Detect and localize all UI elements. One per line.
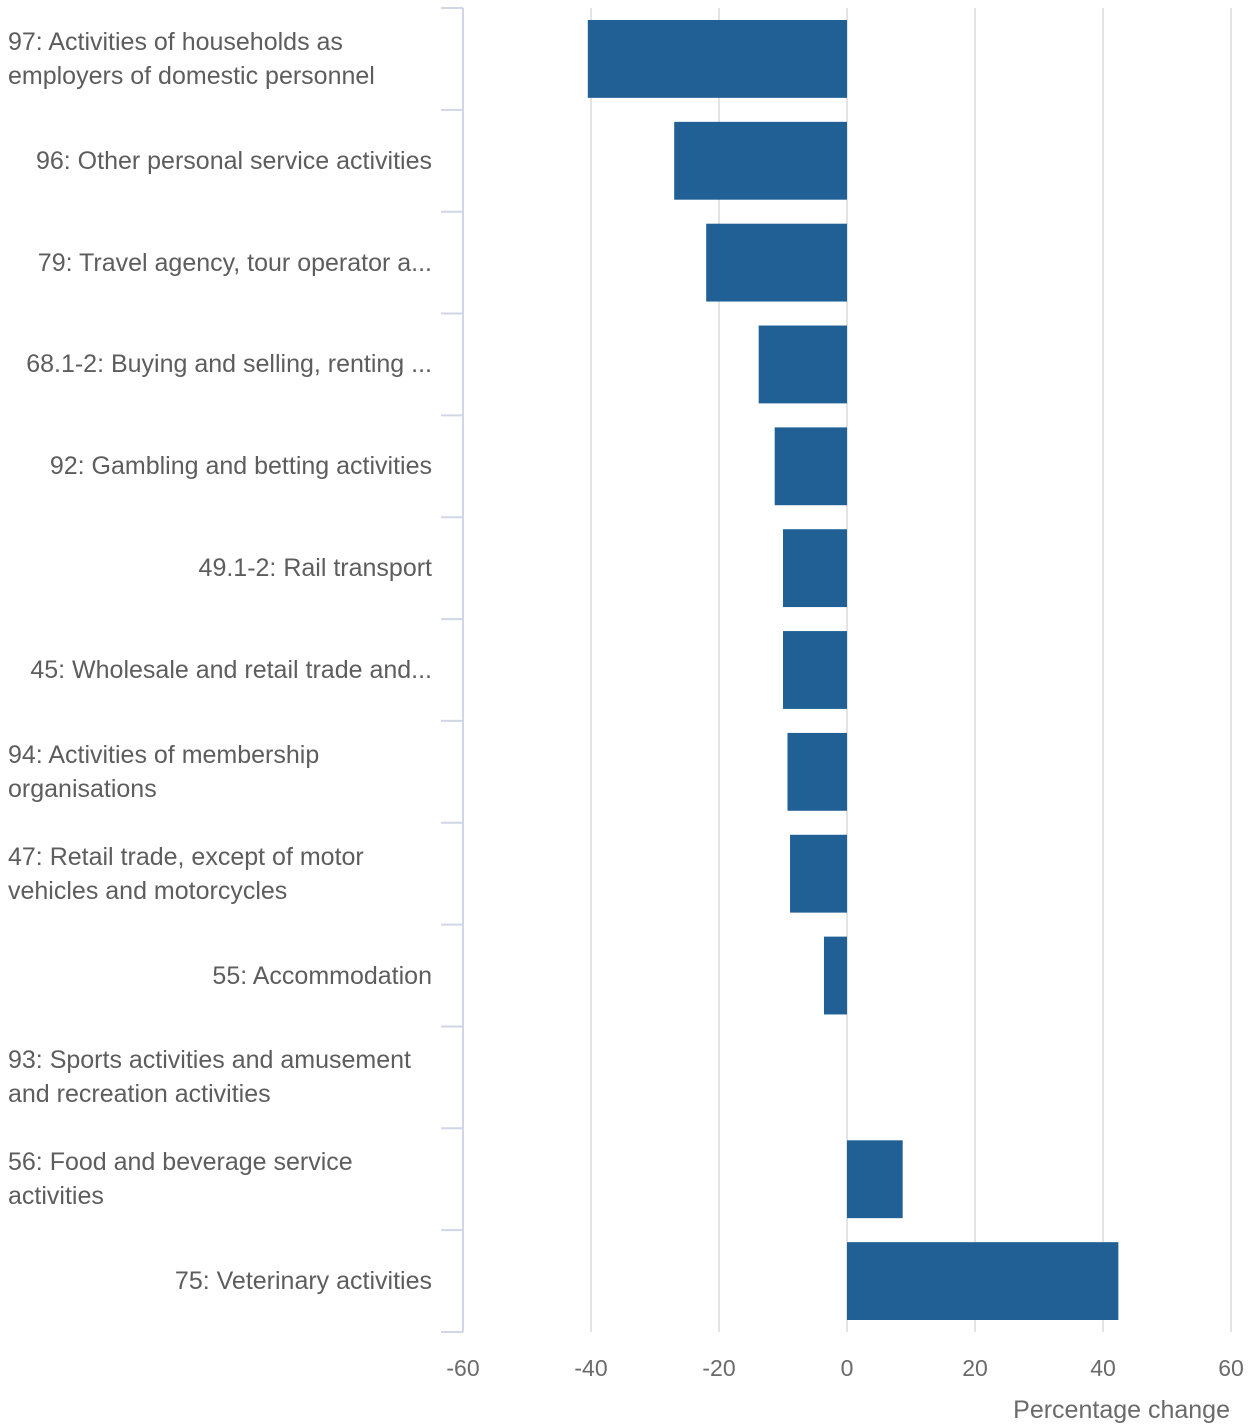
x-tick-label: -60: [446, 1355, 479, 1381]
category-label: 75: Veterinary activities: [174, 1267, 432, 1296]
category-label: 68.1-2: Buying and selling, renting ...: [26, 350, 432, 379]
bar: [774, 427, 847, 506]
category-label: 55: Accommodation: [212, 961, 432, 990]
x-tick-labels: -60 -40 -20 0 20 40 60: [446, 1355, 1243, 1381]
bars: [587, 20, 1119, 1320]
category-label: 47: Retail trade, except of motor vehicl…: [8, 842, 364, 905]
category-label: 49.1-2: Rail transport: [198, 554, 432, 583]
x-tick-label: 20: [962, 1355, 988, 1381]
bar: [790, 834, 847, 913]
x-axis-title: Percentage change: [1013, 1396, 1230, 1424]
x-tick-label: -40: [574, 1355, 607, 1381]
category-label: 96: Other personal service activities: [35, 146, 432, 175]
bar: [787, 732, 847, 811]
category-label: 56: Food and beverage service activities: [8, 1148, 353, 1211]
bar: [758, 325, 847, 404]
bar: [783, 529, 847, 608]
gridlines: [590, 8, 1232, 1332]
x-tick-label: 0: [841, 1355, 854, 1381]
category-label: 45: Wholesale and retail trade and...: [30, 656, 432, 684]
x-tick-label: -20: [702, 1355, 735, 1381]
bar: [706, 223, 847, 302]
category-label: 93: Sports activities and amusement and …: [8, 1046, 411, 1109]
category-label: 97: Activities of households as employer…: [8, 27, 375, 90]
category-label: 79: Travel agency, tour operator a...: [37, 248, 432, 277]
bar: [847, 1242, 1119, 1320]
category-label: 92: Gambling and betting activities: [49, 452, 432, 481]
x-tick-label: 40: [1090, 1355, 1116, 1381]
x-tick-label: 60: [1218, 1355, 1244, 1381]
bar: [674, 121, 847, 200]
category-axis: [441, 7, 464, 1333]
bar: [587, 20, 847, 98]
category-label: 94: Activities of membership organisatio…: [8, 740, 320, 803]
bar: [823, 936, 847, 1015]
bar: [783, 631, 847, 709]
bar: [847, 1140, 903, 1219]
